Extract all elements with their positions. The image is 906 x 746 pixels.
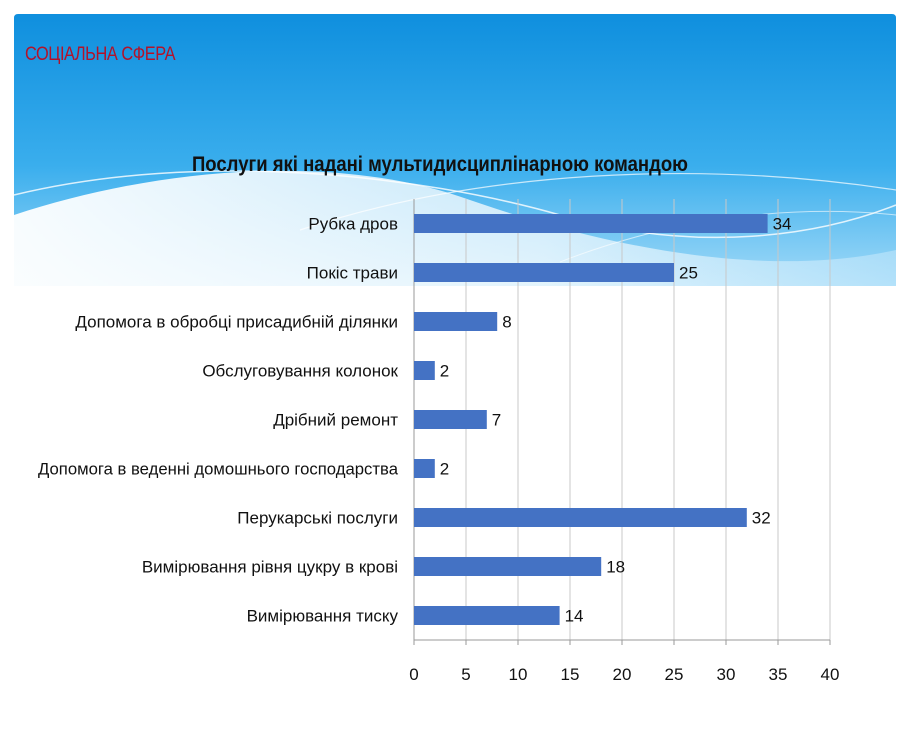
data-label: 8 (502, 313, 511, 332)
category-label: Вимірювання рівня цукру в крові (142, 558, 398, 577)
data-label: 2 (440, 460, 449, 479)
category-label: Покіс трави (307, 264, 398, 283)
x-tick-label: 0 (409, 665, 418, 684)
category-label: Допомога в веденні домошнього господарст… (38, 460, 399, 479)
section-title: СОЦІАЛЬНА СФЕРА (25, 44, 176, 65)
x-tick-label: 30 (717, 665, 736, 684)
x-tick-label: 35 (769, 665, 788, 684)
category-label: Перукарські послуги (237, 509, 398, 528)
data-label: 14 (565, 607, 584, 626)
bar (414, 361, 435, 380)
category-label: Дрібний ремонт (273, 411, 398, 430)
category-label: Допомога в обробці присадибній ділянки (75, 313, 398, 332)
x-tick-label: 40 (821, 665, 840, 684)
category-label: Рубка дров (308, 215, 398, 234)
category-label: Вимірювання тиску (247, 607, 399, 626)
x-tick-label: 25 (665, 665, 684, 684)
data-label: 7 (492, 411, 501, 430)
bar (414, 312, 498, 331)
x-tick-label: 10 (509, 665, 528, 684)
data-label: 2 (440, 362, 449, 381)
bar (414, 557, 602, 576)
x-tick-label: 15 (561, 665, 580, 684)
bar (414, 214, 768, 233)
bar (414, 508, 747, 527)
x-tick-label: 20 (613, 665, 632, 684)
x-tick-label: 5 (461, 665, 470, 684)
data-label: 34 (773, 215, 792, 234)
data-label: 25 (679, 264, 698, 283)
bar (414, 263, 674, 282)
chart-title: Послуги які надані мультидисциплінарною … (192, 153, 688, 176)
data-label: 18 (606, 558, 625, 577)
bar (414, 606, 560, 625)
data-label: 32 (752, 509, 771, 528)
bar (414, 410, 487, 429)
bar-chart: Послуги які надані мультидисциплінарною … (38, 153, 839, 684)
category-label: Обслуговування колонок (202, 362, 398, 381)
bar (414, 459, 435, 478)
